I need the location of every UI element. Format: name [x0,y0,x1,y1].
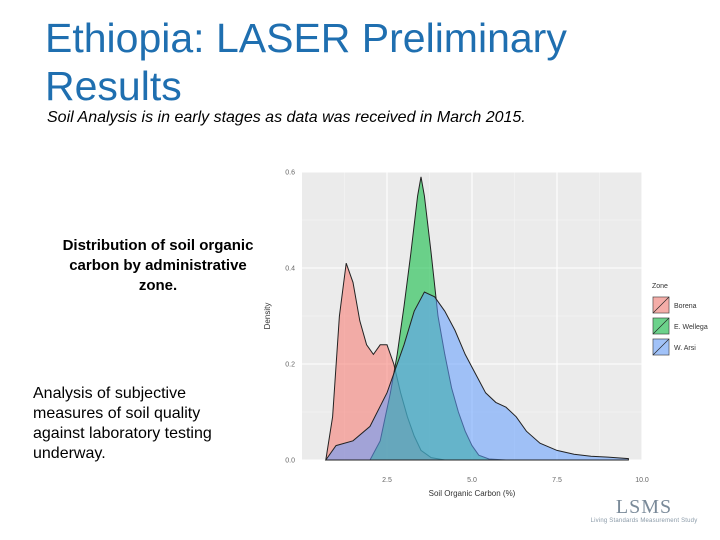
x-tick-label: 10.0 [635,477,649,484]
density-chart: 2.5 5.0 7.5 10.0 0.0 0.2 0.4 0.6 Soil Organic Ca… [263,170,708,499]
x-tick-label: 7.5 [552,477,562,484]
y-tick-label: 0.6 [285,170,295,177]
lsms-logo: LSMS Living Standards Measurement Study [588,496,700,524]
legend-label: E. Wellega [674,324,708,331]
y-tick-label: 0.0 [285,458,295,465]
y-axis-label: Density [263,303,272,330]
logo-tagline: Living Standards Measurement Study [590,518,698,524]
legend-title: Zone [652,283,668,290]
legend-label: Borena [674,303,697,310]
legend-label: W. Arsi [674,345,696,352]
legend-key-slash [652,338,670,356]
y-tick-label: 0.4 [285,266,295,273]
legend-key-slash [652,317,670,335]
density-area-w-arsi [324,291,629,461]
analysis-note: Analysis of subjective measures of soil … [33,385,212,462]
y-tick-label: 0.2 [285,362,295,369]
slide-title: Ethiopia: LASER Preliminary Results [45,15,567,109]
slide-subtitle: Soil Analysis is in early stages as data… [47,109,526,126]
chart-caption: Distribution of soil organic carbon by a… [62,237,254,294]
x-axis-label: Soil Organic Carbon (%) [429,489,516,498]
x-tick-label: 5.0 [467,477,477,484]
legend-key-slash [652,296,670,314]
logo-mark: LSMS [615,496,673,518]
x-tick-label: 2.5 [382,477,392,484]
